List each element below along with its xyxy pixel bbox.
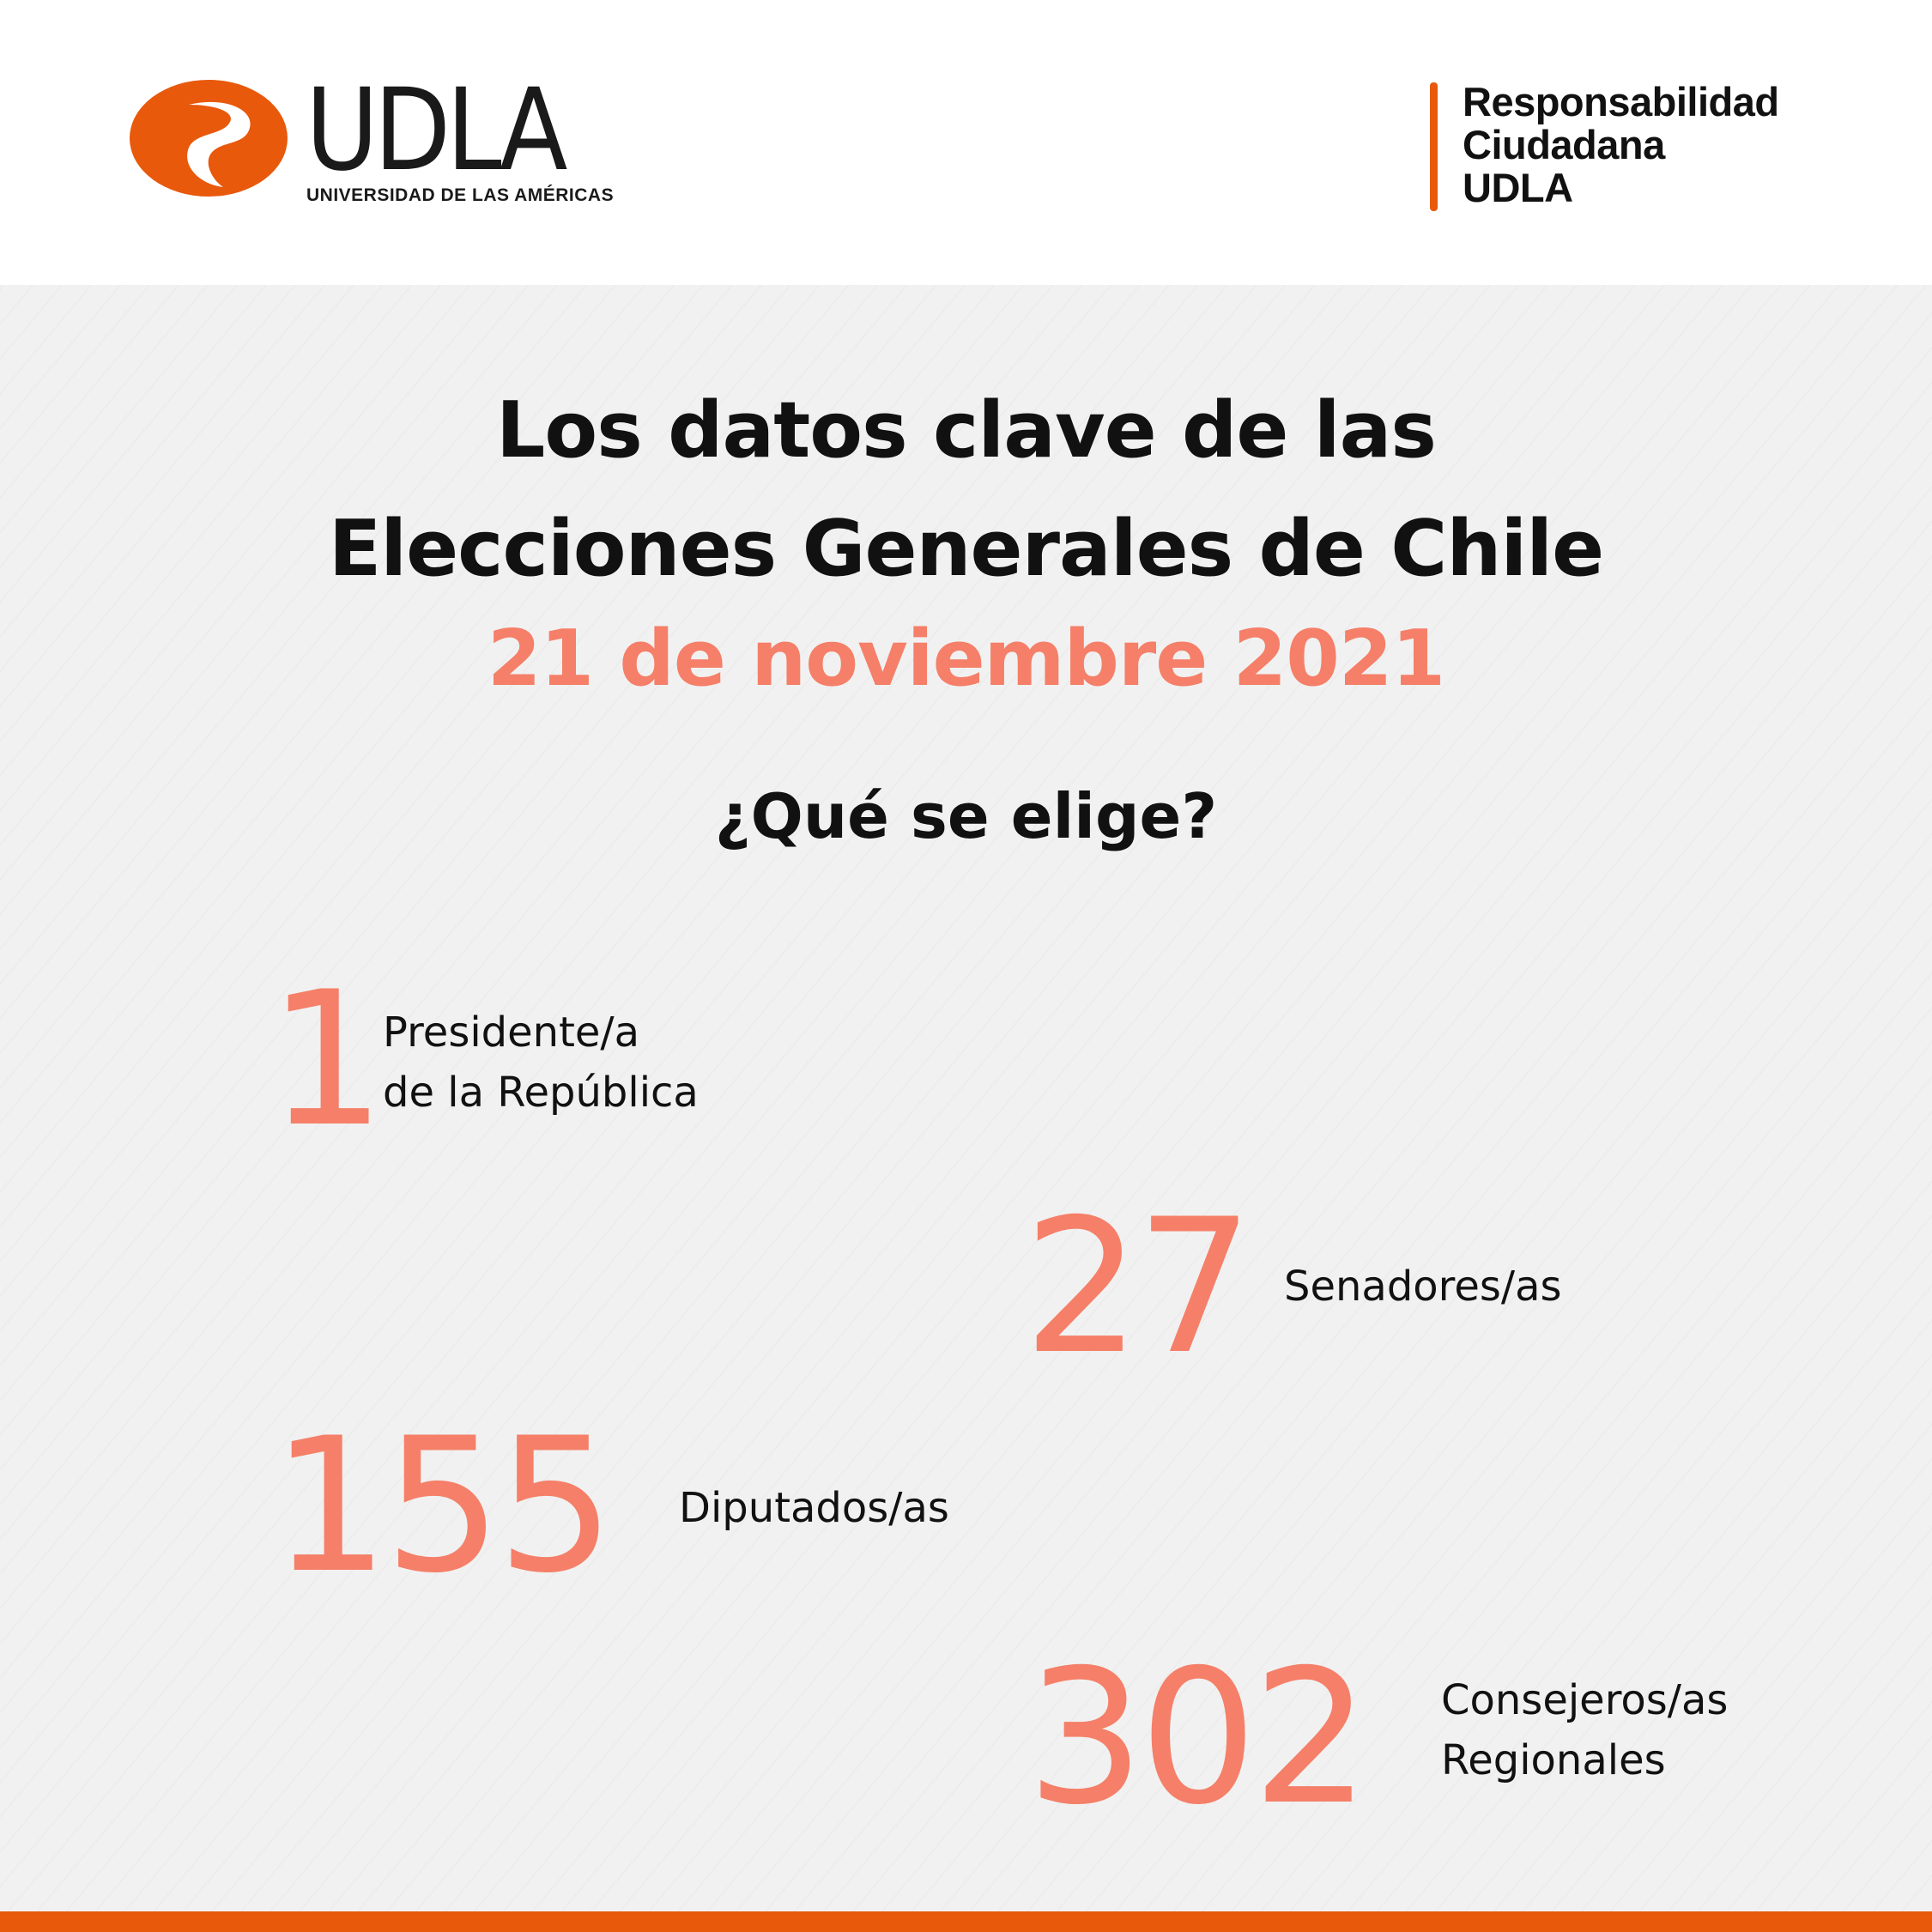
stat-label-diputados-line-1: Diputados/as [679, 1484, 949, 1532]
main-panel [0, 285, 1932, 1911]
stat-label-consejeros-line-2: Regionales [1441, 1736, 1666, 1784]
title-line-2: Elecciones Generales de Chile [328, 504, 1604, 594]
stat-number-consejeros: 302 [1027, 1630, 1370, 1845]
stat-label-presidente-line-1: Presidente/a [383, 1008, 640, 1057]
udla-wordmark: UDLA [306, 64, 567, 197]
stat-label-senadores-line-1: Senadores/as [1284, 1263, 1562, 1311]
stat-label-presidente-line-2: de la República [383, 1069, 699, 1117]
responsabilidad-line-2: Ciudadana [1463, 122, 1665, 167]
stat-label-presidente: Presidente/a de la República [383, 1002, 699, 1123]
footer-accent-bar [0, 1911, 1932, 1932]
responsabilidad-ciudadana-label: Responsabilidad Ciudadana UDLA [1463, 81, 1779, 209]
responsabilidad-line-1: Responsabilidad [1463, 79, 1779, 124]
stat-label-consejeros: Consejeros/as Regionales [1441, 1670, 1728, 1790]
stat-number-presidente: 1 [268, 952, 385, 1167]
udla-emblem-icon [130, 80, 288, 197]
question-heading: ¿Qué se elige? [714, 780, 1218, 852]
stat-number-senadores: 27 [1023, 1179, 1254, 1395]
responsabilidad-accent-bar [1430, 82, 1438, 211]
stat-label-senadores: Senadores/as [1284, 1257, 1561, 1317]
responsabilidad-line-3: UDLA [1463, 165, 1573, 210]
stat-number-diputados: 155 [271, 1398, 615, 1614]
header: UDLA UNIVERSIDAD DE LAS AMÉRICAS Respons… [0, 0, 1932, 285]
udla-subtitle: UNIVERSIDAD DE LAS AMÉRICAS [306, 185, 615, 205]
election-date: 21 de noviembre 2021 [487, 614, 1445, 704]
stat-label-diputados: Diputados/as [679, 1478, 949, 1538]
title-line-1: Los datos clave de las [496, 385, 1437, 475]
stat-label-consejeros-line-1: Consejeros/as [1441, 1676, 1729, 1724]
